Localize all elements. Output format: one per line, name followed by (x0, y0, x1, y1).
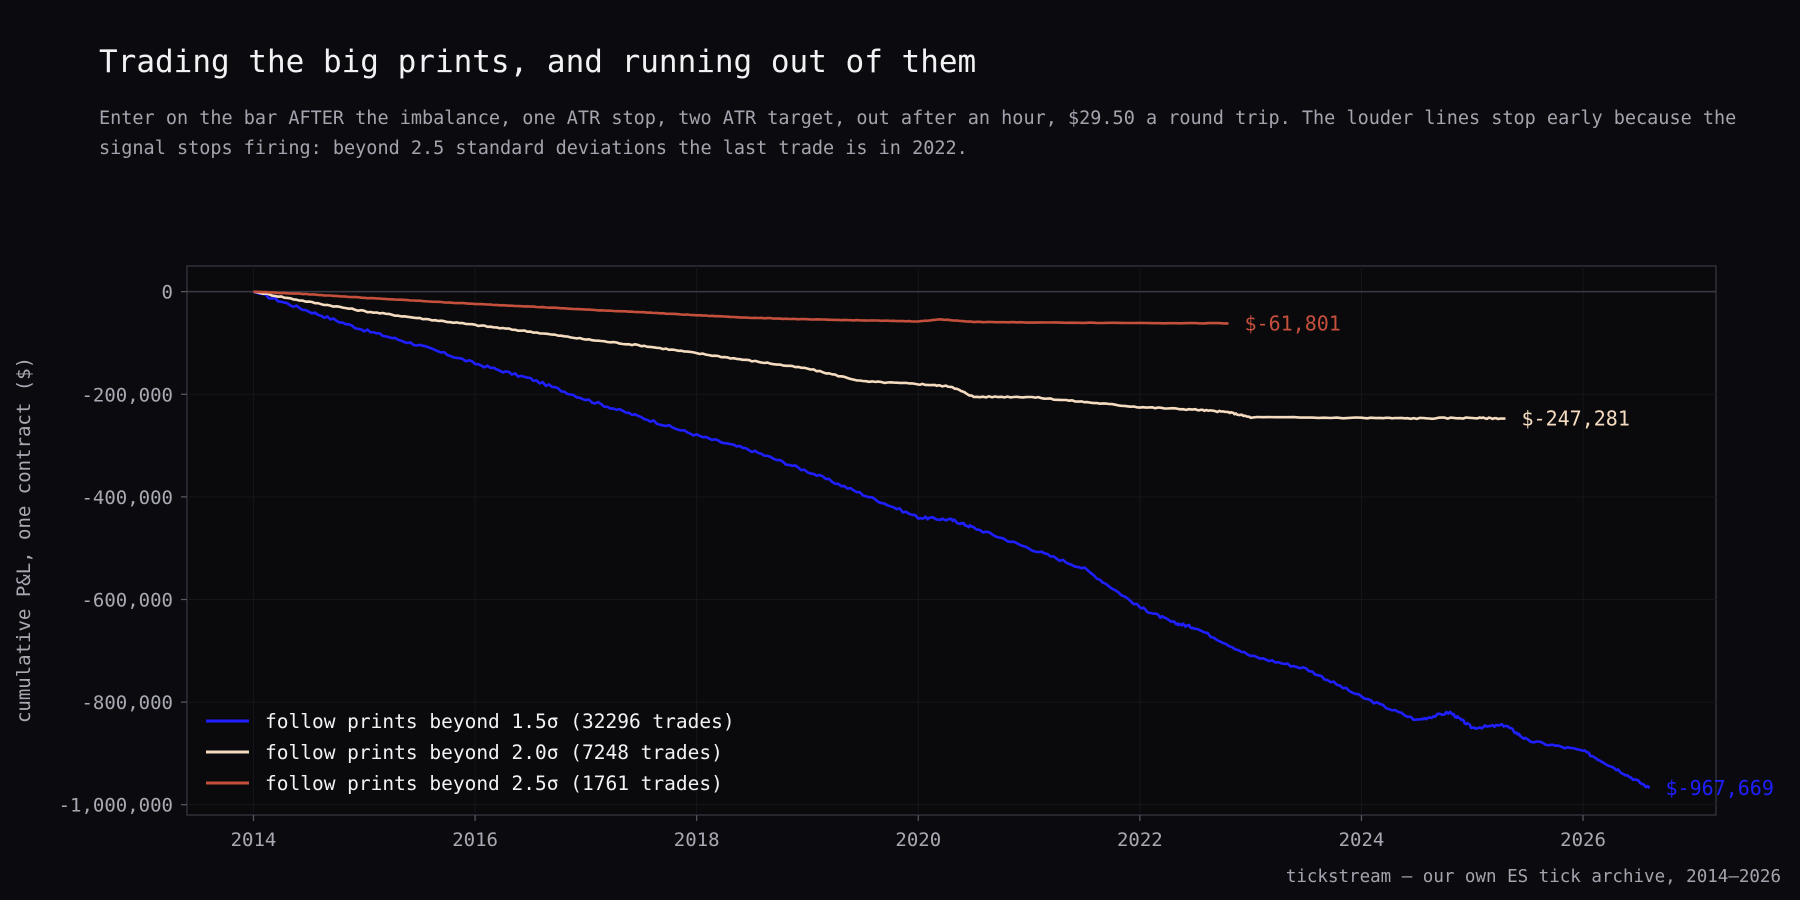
series-end-label: $-967,669 (1666, 776, 1774, 800)
plot-area (186, 265, 1717, 816)
y-tick-label: -1,000,000 (59, 795, 173, 817)
series-line (253, 290, 1506, 421)
legend-entry: follow prints beyond 2.5σ (1761 trades) (265, 772, 723, 795)
chart-subtitle: Enter on the bar AFTER the imbalance, on… (99, 108, 1737, 159)
legend-entry: follow prints beyond 2.0σ (7248 trades) (265, 741, 723, 764)
y-tick-label: -600,000 (81, 590, 173, 612)
y-tick-label: 0 (162, 282, 173, 304)
legend-entry: follow prints beyond 1.5σ (32296 trades) (265, 710, 735, 733)
series-end-label: $-61,801 (1244, 311, 1340, 335)
series-line (253, 290, 1229, 325)
x-axis: 2014 2016 2018 2020 2022 2024 2026 (231, 815, 1606, 851)
x-tick-label: 2014 (231, 829, 277, 851)
x-tick-label: 2016 (452, 829, 498, 851)
chart-title: Trading the big prints, and running out … (99, 44, 977, 80)
legend: follow prints beyond 1.5σ (32296 trades)… (206, 710, 735, 795)
series-lines (253, 290, 1651, 789)
source-note: tickstream — our own ES tick archive, 20… (1285, 867, 1781, 887)
y-axis: 0 -200,000 -400,000 -600,000 -800,000 -1,000,… (59, 282, 187, 817)
series-end-labels: $-967,669 $-247,281 $-61,801 (1244, 311, 1773, 800)
x-tick-label: 2026 (1560, 829, 1606, 851)
series-line (253, 290, 1651, 789)
series-end-label: $-247,281 (1521, 407, 1629, 431)
y-tick-label: -400,000 (81, 487, 173, 509)
x-tick-label: 2020 (895, 829, 941, 851)
y-tick-label: -800,000 (81, 692, 173, 714)
x-tick-label: 2018 (674, 829, 720, 851)
y-tick-label: -200,000 (81, 384, 173, 406)
x-tick-label: 2022 (1117, 829, 1163, 851)
x-tick-label: 2024 (1339, 829, 1385, 851)
y-axis-label: cumulative P&L, one contract ($) (13, 357, 35, 723)
